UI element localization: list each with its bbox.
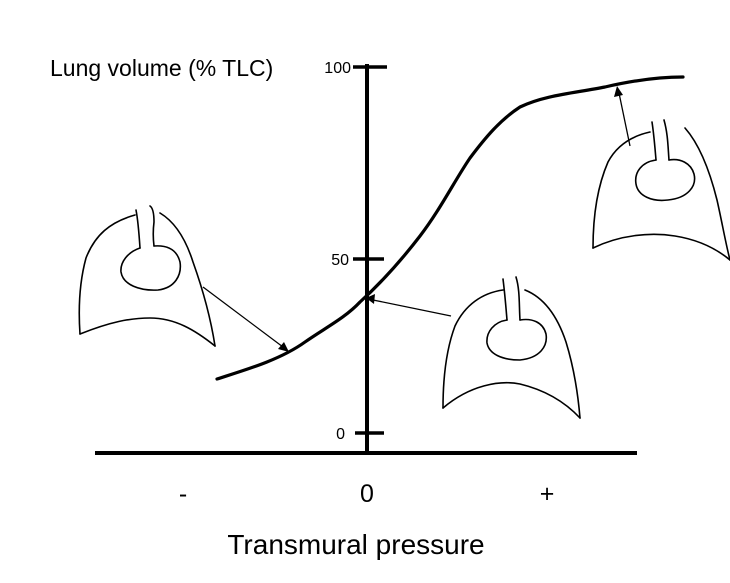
y-tick-label-50: 50 <box>331 252 349 269</box>
y-axis-title: Lung volume (% TLC) <box>50 55 273 81</box>
pressure-volume-curve <box>215 75 685 381</box>
arrow-mid-volume <box>366 294 452 317</box>
y-tick-label-0: 0 <box>336 426 345 443</box>
y-tick-label-100: 100 <box>324 60 351 77</box>
lung-sketch-mid-volume <box>442 276 581 419</box>
arrow-high-volume <box>614 86 631 147</box>
x-tick-label-negative: - <box>179 480 187 508</box>
lung-sketch-low-volume <box>78 205 216 347</box>
x-tick-label-zero: 0 <box>360 480 374 508</box>
lung-sketch-high-volume <box>592 119 730 261</box>
x-tick-label-positive: + <box>540 480 555 508</box>
x-axis-title: Transmural pressure <box>227 529 484 560</box>
arrow-low-volume <box>202 286 289 352</box>
